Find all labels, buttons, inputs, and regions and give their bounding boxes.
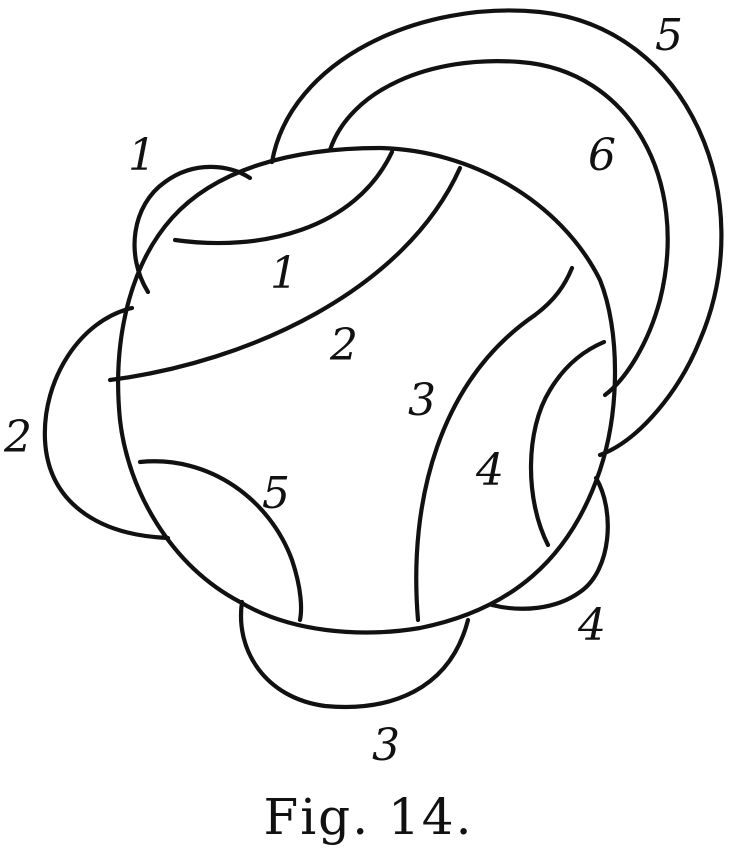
label-outer-region-5: 5 xyxy=(655,10,683,61)
figure-caption: Fig. 14. xyxy=(263,788,474,846)
bump-region-4 xyxy=(489,475,610,611)
label-inner-region-5: 5 xyxy=(262,468,290,519)
curve-region-3-4 xyxy=(414,265,575,623)
label-inner-region-2: 2 xyxy=(329,320,358,371)
ring-outer-arc xyxy=(269,8,724,458)
bump-region-1 xyxy=(132,164,253,295)
curve-region-2 xyxy=(107,165,463,383)
ring-inner-arc xyxy=(327,59,670,398)
label-outer-region-3: 3 xyxy=(372,720,400,771)
label-outer-region-4: 4 xyxy=(577,600,606,651)
bump-region-3 xyxy=(238,599,471,709)
bump-region-2 xyxy=(42,305,171,541)
label-inner-region-4: 4 xyxy=(475,445,504,496)
label-outer-region-2: 2 xyxy=(3,412,32,463)
curve-region-1 xyxy=(172,149,395,246)
curve-region-4-inner xyxy=(528,339,607,548)
label-inner-region-1: 1 xyxy=(270,248,298,299)
label-inner-region-3: 3 xyxy=(408,375,436,426)
label-outer-region-1: 1 xyxy=(128,130,156,181)
label-inner-region-6: 6 xyxy=(588,130,616,181)
curve-region-5 xyxy=(137,459,304,623)
main-disk xyxy=(116,145,618,635)
